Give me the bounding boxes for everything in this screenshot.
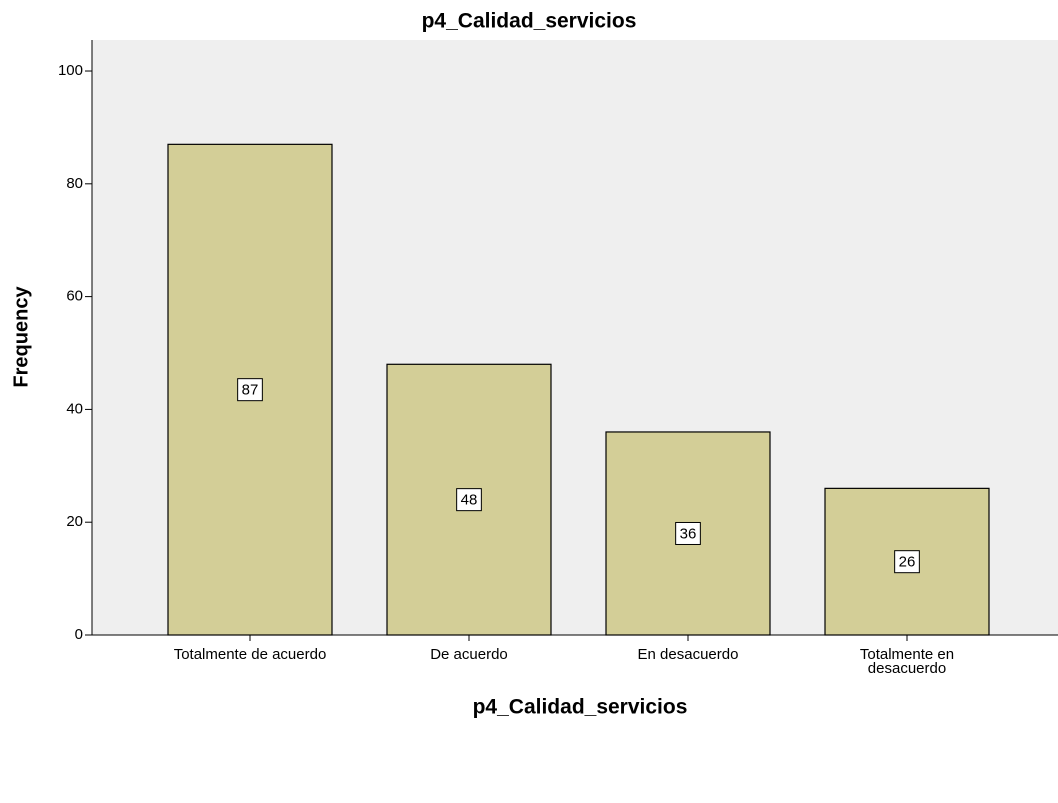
y-tick-label: 100 xyxy=(58,62,83,79)
x-axis-label: p4_Calidad_servicios xyxy=(473,696,688,719)
data-label: 36 xyxy=(680,525,697,542)
x-tick-label: Totalmente en desacuerdo xyxy=(859,648,955,677)
x-tick-label: De acuerdo xyxy=(430,648,508,663)
x-tick-label-box: De acuerdo xyxy=(430,648,508,663)
y-axis-label: Frequency xyxy=(10,286,32,388)
y-tick-label: 60 xyxy=(66,288,83,305)
y-tick-label: 0 xyxy=(75,626,83,643)
y-tick-label: 80 xyxy=(66,175,83,192)
x-tick-label: Totalmente de acuerdo xyxy=(173,648,327,663)
data-label: 48 xyxy=(461,492,478,509)
data-label: 26 xyxy=(899,554,916,571)
y-tick-label: 20 xyxy=(66,513,83,530)
x-tick-label-box: En desacuerdo xyxy=(637,648,739,663)
x-tick-label: En desacuerdo xyxy=(637,648,739,663)
data-label-box xyxy=(237,378,263,402)
data-label-box xyxy=(894,550,920,574)
data-label-box xyxy=(456,488,482,512)
x-tick-label-box: Totalmente de acuerdo xyxy=(173,648,327,663)
chart-title: p4_Calidad_servicios xyxy=(422,10,637,33)
data-label-box xyxy=(675,521,701,545)
y-tick-label: 40 xyxy=(66,400,83,417)
data-label: 87 xyxy=(242,382,259,399)
x-tick-label-box: Totalmente en desacuerdo xyxy=(859,648,955,677)
